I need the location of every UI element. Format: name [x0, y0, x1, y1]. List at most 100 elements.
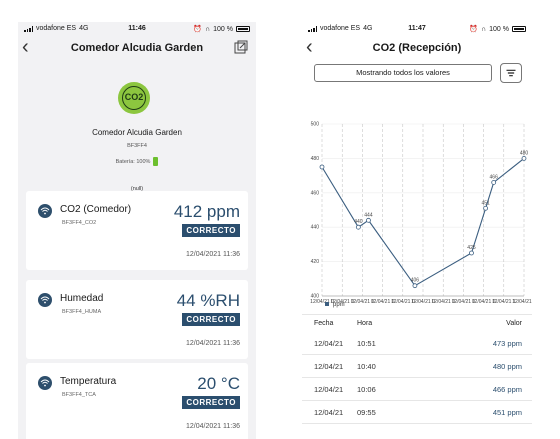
status-badge: CORRECTO	[182, 224, 240, 237]
battery-percent: 100 %	[489, 25, 509, 33]
sensor-card-temperature[interactable]: Temperatura BF3FF4_TCA 20 °C CORRECTO 12…	[26, 363, 248, 439]
x-tick-label: 12/04/21 0	[472, 299, 496, 305]
sensor-timestamp: 12/04/2021 11:36	[186, 340, 240, 347]
headphones-icon: ∩	[205, 25, 211, 33]
status-badge: CORRECTO	[182, 396, 240, 409]
y-tick-label: 420	[311, 259, 320, 265]
alarm-icon: ⏰	[193, 26, 203, 33]
table-header: Fecha Hora Valor	[302, 314, 532, 332]
page-title: CO2 (Recepción)	[372, 42, 462, 54]
wifi-icon	[38, 293, 52, 307]
sensor-name: CO2 (Comedor)	[60, 204, 132, 215]
nav-bar: ‹ Comedor Alcudia Garden	[18, 36, 256, 62]
carrier-label: vodafone ES	[36, 25, 77, 32]
row-date: 12/04/21	[314, 408, 344, 417]
sensor-card-co2[interactable]: CO2 (Comedor) BF3FF4_CO2 412 ppm CORRECT…	[26, 191, 248, 270]
legend-label: ppm	[333, 302, 345, 308]
wifi-icon	[38, 204, 52, 218]
x-tick-label: 12/04/21 0	[391, 299, 415, 305]
x-tick-label: 12/04/21 0	[431, 299, 455, 305]
alarm-icon: ⏰	[469, 26, 479, 33]
page-title: Comedor Alcudia Garden	[70, 42, 204, 54]
y-tick-label: 500	[311, 122, 320, 128]
x-tick-label: 12/04/21 0	[411, 299, 435, 305]
header-time: Hora	[357, 320, 373, 327]
device-name: Comedor Alcudia Garden	[92, 128, 182, 137]
sensor-code: BF3FF4_HUMA	[62, 309, 102, 315]
battery-label: Batería: 100%	[115, 158, 151, 165]
row-value: 473 ppm	[492, 339, 522, 348]
co2-badge-label: CO2	[122, 86, 146, 110]
sensor-name: Temperatura	[60, 376, 117, 387]
table-row[interactable]: 12/04/21 10:40 480 ppm	[302, 355, 532, 378]
wifi-icon	[38, 376, 52, 390]
data-label: 480	[520, 150, 529, 156]
row-value: 480 ppm	[492, 362, 522, 371]
filter-button[interactable]: Mostrando todos los valores	[314, 64, 492, 82]
y-tick-label: 460	[311, 190, 320, 196]
y-tick-label: 440	[311, 225, 320, 231]
sensor-history-screen: vodafone ES 4G 11:47 ⏰ ∩ 100 % ‹ CO2 (Re…	[302, 22, 532, 439]
row-time: 10:51	[357, 339, 376, 348]
back-icon[interactable]: ‹	[306, 36, 313, 58]
null-label: (null)	[130, 186, 144, 192]
data-label: 444	[364, 212, 373, 218]
data-point	[491, 180, 497, 185]
x-tick-label: 12/04/21 1	[492, 299, 516, 305]
filter-icon[interactable]	[500, 63, 522, 83]
data-point	[319, 164, 325, 170]
battery-percent: 100 %	[213, 25, 233, 33]
sensor-timestamp: 12/04/2021 11:36	[186, 251, 240, 258]
status-bar: vodafone ES 4G 11:46 ⏰ ∩ 100 %	[18, 22, 256, 36]
x-tick-label: 12/04/21 1	[512, 299, 532, 305]
signal-icon	[24, 25, 33, 32]
clock: 11:46	[128, 25, 146, 32]
row-value: 451 ppm	[492, 408, 522, 417]
data-point	[483, 205, 489, 211]
data-label: 451	[481, 200, 490, 206]
row-time: 10:40	[357, 362, 376, 371]
sensor-value: 20 °C	[197, 374, 240, 393]
data-label: 425	[467, 245, 476, 251]
carrier-label: vodafone ES	[320, 25, 361, 32]
y-tick-label: 480	[311, 156, 320, 162]
row-value: 466 ppm	[492, 385, 522, 394]
back-icon[interactable]: ‹	[22, 36, 29, 58]
network-label: 4G	[363, 25, 373, 32]
signal-icon	[308, 25, 317, 32]
data-point	[355, 224, 361, 230]
x-tick-label: 12/04/21 0	[351, 299, 375, 305]
data-label: 406	[411, 278, 420, 284]
sensor-name: Humedad	[60, 293, 104, 304]
export-icon[interactable]	[234, 40, 248, 54]
table-row[interactable]: 12/04/21 09:55 451 ppm	[302, 401, 532, 424]
row-date: 12/04/21	[314, 385, 344, 394]
row-date: 12/04/21	[314, 362, 344, 371]
x-tick-label: 12/04/21 0	[330, 299, 354, 305]
row-time: 10:06	[357, 385, 376, 394]
table-row[interactable]: 12/04/21 10:06 466 ppm	[302, 378, 532, 401]
data-point	[521, 156, 527, 161]
legend-swatch	[325, 302, 329, 306]
status-bar: vodafone ES 4G 11:47 ⏰ ∩ 100 %	[302, 22, 532, 36]
sensor-card-humidity[interactable]: Humedad BF3FF4_HUMA 44 %RH CORRECTO 12/0…	[26, 280, 248, 359]
data-label: 440	[354, 219, 363, 225]
x-tick-label: 12/04/21 0	[452, 299, 476, 305]
row-time: 09:55	[357, 408, 376, 417]
device-id: BF3FF4	[127, 143, 147, 149]
sensor-value: 412 ppm	[173, 202, 240, 221]
status-badge: CORRECTO	[182, 313, 240, 326]
nav-bar: ‹ CO2 (Recepción)	[302, 36, 532, 62]
table-row[interactable]: 12/04/21 10:51 473 ppm	[302, 332, 532, 355]
sensor-value: 44 %RH	[176, 291, 240, 310]
battery-icon	[512, 26, 526, 32]
x-tick-label: 12/04/21 0	[371, 299, 395, 305]
sensor-timestamp: 12/04/2021 11:36	[186, 423, 240, 430]
data-point	[366, 217, 371, 223]
headphones-icon: ∩	[481, 25, 487, 33]
sensor-code: BF3FF4_CO2	[62, 220, 97, 226]
device-detail-screen: vodafone ES 4G 11:46 ⏰ ∩ 100 % ‹ Comedor…	[18, 22, 256, 439]
battery-level-icon	[153, 157, 159, 166]
readings-table: Fecha Hora Valor 12/04/21 10:51 473 ppm …	[302, 314, 532, 424]
